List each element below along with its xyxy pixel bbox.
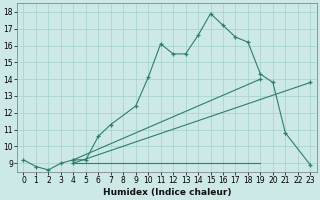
X-axis label: Humidex (Indice chaleur): Humidex (Indice chaleur) (103, 188, 231, 197)
